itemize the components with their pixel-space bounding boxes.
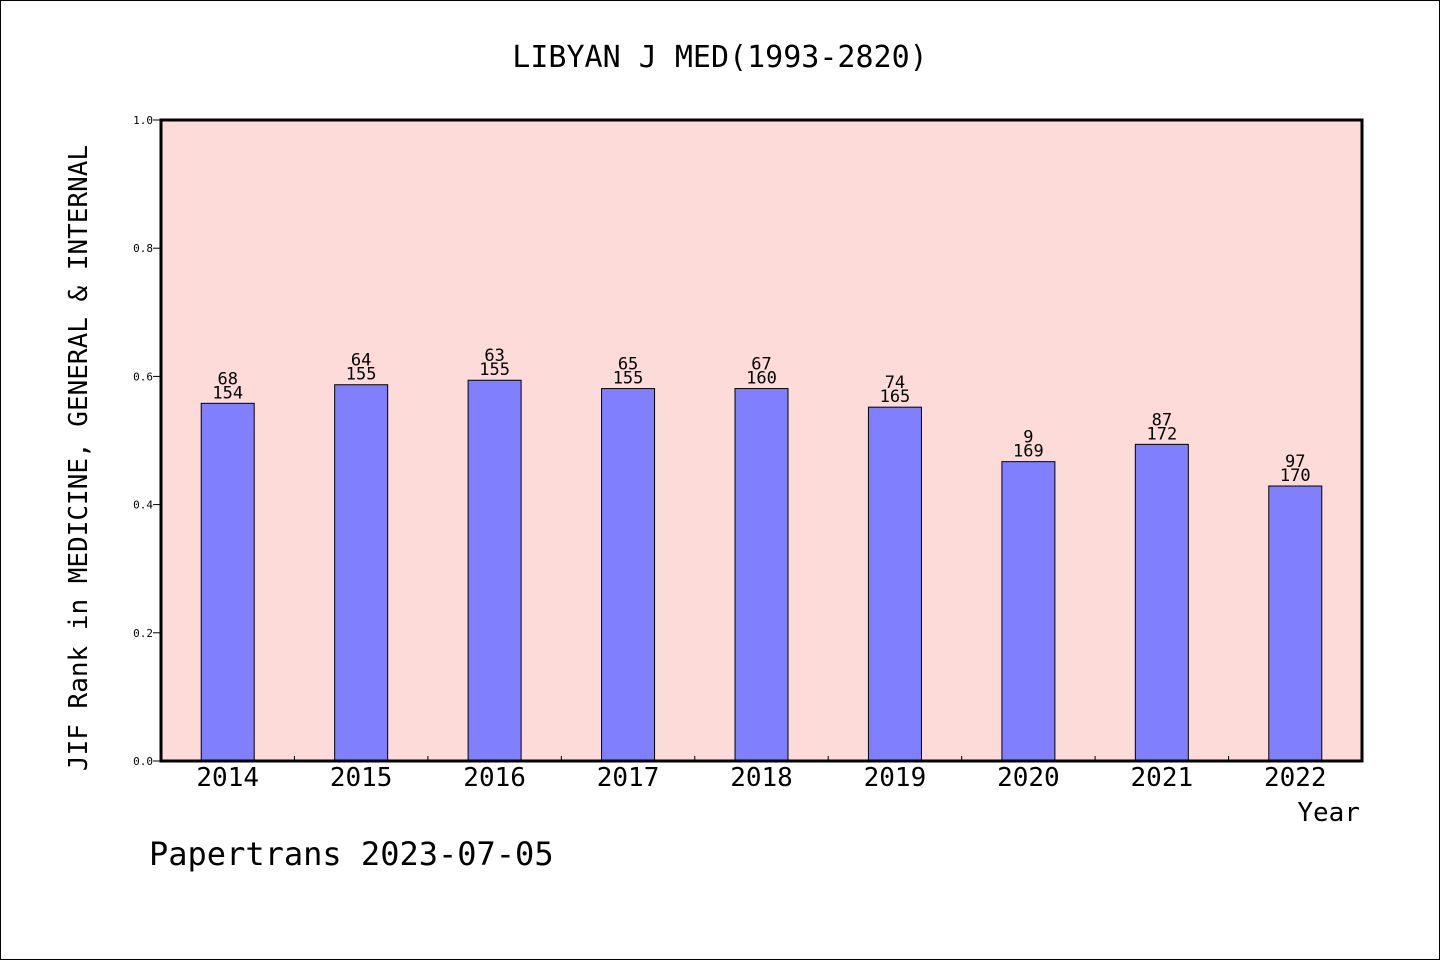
y-tick-label: 0.0 bbox=[133, 755, 153, 768]
bar-total-label: 172 bbox=[1146, 424, 1177, 444]
bar-2014 bbox=[200, 402, 255, 762]
bar-total-label: 160 bbox=[746, 369, 777, 389]
bar-total-label: 154 bbox=[212, 383, 243, 403]
x-tick-label: 2018 bbox=[730, 763, 793, 793]
bar-total-label: 155 bbox=[346, 365, 377, 385]
x-tick-label: 2019 bbox=[864, 763, 927, 793]
bar-total-label: 155 bbox=[613, 369, 644, 389]
bar-total-label: 170 bbox=[1280, 466, 1311, 486]
bar-2021 bbox=[1134, 443, 1189, 762]
plot-border bbox=[159, 118, 1364, 763]
x-tick-label: 2021 bbox=[1131, 763, 1194, 793]
x-axis: 2014 2015 2016 2017 2018 2019 2020 2021 2022 bbox=[196, 756, 1327, 793]
bar-2015 bbox=[334, 384, 389, 762]
x-tick-label: 2022 bbox=[1264, 763, 1327, 793]
bar-2022 bbox=[1268, 485, 1323, 762]
x-tick-label: 2015 bbox=[330, 763, 393, 793]
y-axis: 0.0 0.2 0.4 0.6 0.8 1.0 bbox=[133, 114, 161, 768]
x-tick-label: 2016 bbox=[463, 763, 526, 793]
bar-rank-label: 87 bbox=[1152, 410, 1172, 430]
bar-rank-label: 97 bbox=[1285, 452, 1305, 472]
bar-2018 bbox=[734, 388, 789, 762]
y-tick-label: 1.0 bbox=[133, 114, 153, 127]
y-tick-label: 0.4 bbox=[133, 499, 153, 512]
footer-date-stamp: Papertrans 2023-07-05 bbox=[149, 835, 554, 873]
y-tick-label: 0.6 bbox=[133, 370, 153, 383]
bar-rank-label: 68 bbox=[217, 369, 237, 389]
x-tick-label: 2017 bbox=[597, 763, 660, 793]
bar-rank-label: 65 bbox=[618, 355, 638, 375]
bar-rank-label: 67 bbox=[751, 355, 771, 375]
bar-2020 bbox=[1001, 461, 1056, 762]
chart-title: LIBYAN J MED(1993-2820) bbox=[512, 40, 927, 75]
x-axis-title: Year bbox=[1297, 798, 1360, 828]
x-tick-label: 2014 bbox=[196, 763, 259, 793]
bar-rank-label: 63 bbox=[484, 346, 504, 366]
bar-total-label: 155 bbox=[479, 360, 510, 380]
bar-rank-label: 9 bbox=[1023, 428, 1033, 448]
bar-rank-label: 64 bbox=[351, 351, 371, 371]
y-axis-title: JIF Rank in MEDICINE, GENERAL & INTERNAL bbox=[64, 145, 94, 771]
bar-2017 bbox=[601, 388, 656, 762]
bar-2016 bbox=[467, 379, 522, 762]
x-tick-label: 2020 bbox=[997, 763, 1060, 793]
bar-total-label: 169 bbox=[1013, 442, 1044, 462]
bar-2019 bbox=[867, 406, 922, 762]
bar-total-label: 165 bbox=[880, 387, 911, 407]
y-tick-label: 0.2 bbox=[133, 627, 153, 640]
bar-rank-label: 74 bbox=[885, 373, 905, 393]
y-tick-label: 0.8 bbox=[133, 242, 153, 255]
